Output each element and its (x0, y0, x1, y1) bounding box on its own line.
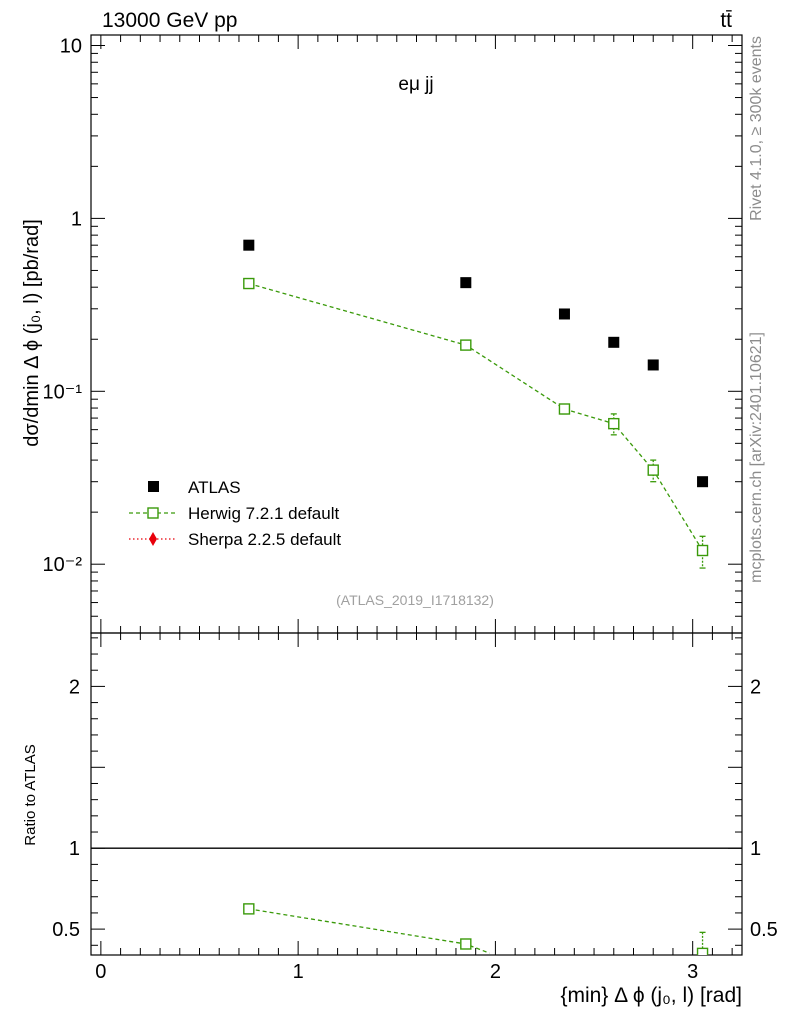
herwig-point (460, 339, 472, 351)
ratio-herwig-point (696, 947, 709, 955)
x-tick-label: 3 (687, 961, 698, 983)
x-tick-label: 1 (293, 961, 304, 983)
y-tick-label-main: 10 (60, 35, 82, 57)
legend-herwig-marker (147, 507, 159, 519)
y-tick-label-ratio-right: 0.5 (750, 919, 778, 941)
atlas-point (558, 308, 570, 320)
y-tick-label-ratio: 0.5 (52, 919, 80, 941)
herwig-point (608, 417, 620, 430)
ratio-series (243, 903, 709, 955)
legend-sherpa-label: Sherpa 2.2.5 default (188, 530, 341, 549)
y-tick-label-main: 1 (71, 208, 82, 230)
y-axis-label-main: dσ/dmin Δ ϕ (j₀, l) [pb/rad] (21, 219, 43, 447)
legend-herwig-label: Herwig 7.2.1 default (188, 504, 339, 523)
analysis-id: (ATLAS_2019_I1718132) (336, 592, 494, 608)
rivet-label: Rivet 4.1.0, ≥ 300k events (748, 36, 765, 221)
legend-atlas-label: ATLAS (188, 478, 241, 497)
legend-sherpa-marker (149, 532, 157, 546)
atlas-point (243, 239, 255, 251)
legend: ATLAS Herwig 7.2.1 default Sherpa 2.2.5 … (129, 478, 341, 549)
axes: 0 1 2 3 10 1 10⁻¹ 10⁻² 0.5 0.5 1 1 2 2 (43, 35, 778, 983)
y-axis-label-ratio: Ratio to ATLAS (22, 744, 39, 845)
y-tick-label-ratio-right: 2 (750, 676, 761, 698)
channel-annotation: eμ jj (398, 74, 433, 95)
atlas-point (697, 476, 709, 488)
x-tick-label: 2 (490, 961, 501, 983)
y-tick-label-ratio: 1 (69, 838, 80, 860)
ratio-herwig-line (248, 908, 490, 954)
atlas-point (460, 277, 472, 289)
atlas-point (647, 359, 659, 371)
y-tick-label-main: 10⁻¹ (43, 381, 83, 403)
ratio-herwig-group (243, 903, 709, 955)
main-series (243, 239, 709, 569)
herwig-point (696, 544, 709, 557)
herwig-point (647, 464, 659, 476)
herwig-point (558, 403, 571, 415)
x-axis-label: {min} Δ ϕ (j₀, l) [rad] (560, 984, 742, 1007)
ratio-herwig-point (243, 903, 255, 915)
x-tick-label: 0 (95, 961, 106, 983)
legend-atlas-marker (148, 481, 159, 492)
herwig-point (243, 277, 255, 290)
ratio-herwig-point (460, 938, 472, 950)
y-tick-label-ratio-right: 1 (750, 838, 761, 860)
y-tick-label-main: 10⁻² (43, 554, 83, 576)
ratio-panel-frame (90, 632, 743, 956)
y-tick-label-ratio: 2 (69, 676, 80, 698)
header-right: tt̄ (720, 9, 732, 32)
herwig-line (248, 282, 704, 551)
header-left: 13000 GeV pp (102, 9, 237, 32)
atlas-point (608, 336, 620, 348)
source-label: mcplots.cern.ch [arXiv:2401.10621] (748, 332, 765, 583)
